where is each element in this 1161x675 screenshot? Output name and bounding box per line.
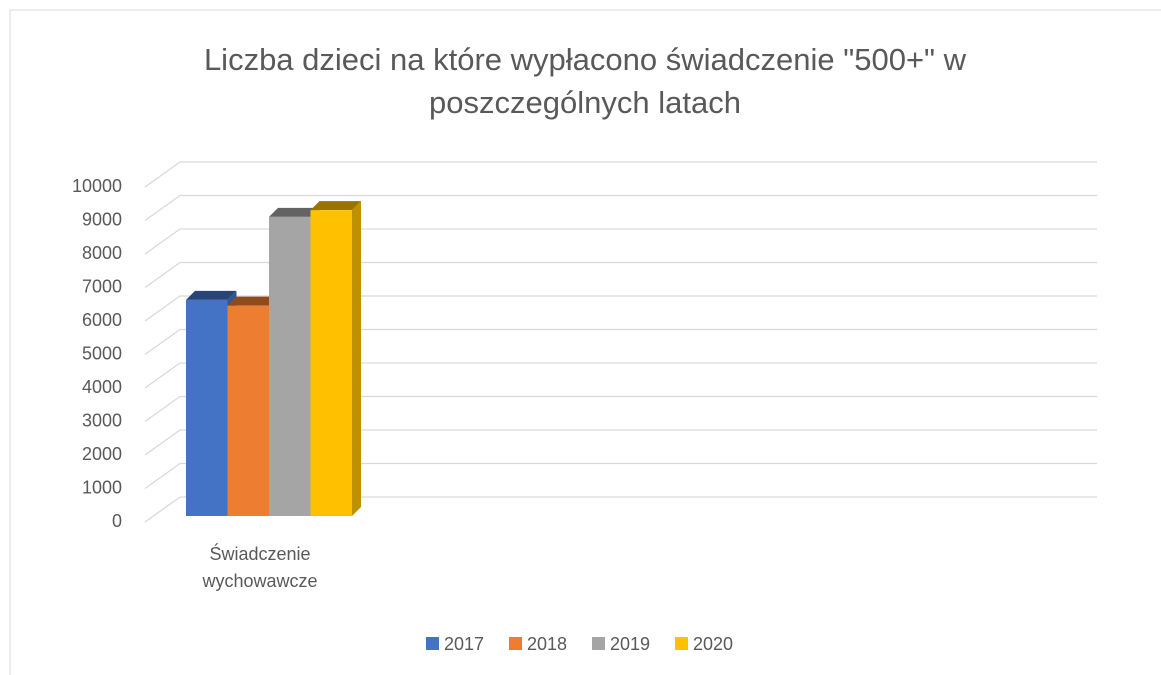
legend-swatch [426, 637, 439, 650]
legend-label: 2018 [527, 634, 567, 654]
legend-label: 2019 [610, 634, 650, 654]
grid-line [144, 295, 1097, 322]
x-tick-label: Świadczenie wychowawcze [202, 544, 318, 591]
y-tick-label: 2000 [82, 444, 122, 464]
bar [269, 207, 320, 516]
y-tick-label: 10000 [72, 176, 122, 196]
bar-face [227, 296, 278, 306]
bar-face [310, 201, 361, 211]
chart-title: Liczba dzieci na które wypłacono świadcz… [203, 42, 967, 120]
grid-line [144, 194, 1097, 222]
bar-face [186, 290, 237, 300]
y-tick-label: 1000 [82, 477, 122, 497]
y-tick-label: 8000 [82, 243, 122, 263]
grid-line [144, 328, 1097, 356]
grid-line [144, 161, 1097, 188]
y-tick-label: 4000 [82, 377, 122, 397]
y-tick-label: 5000 [82, 343, 122, 363]
grid-line [144, 362, 1097, 389]
grid-line [144, 228, 1097, 255]
legend-swatch [509, 637, 522, 650]
legend-swatch [592, 637, 605, 650]
y-tick-label: 6000 [82, 310, 122, 330]
y-tick-label: 9000 [82, 209, 122, 229]
legend-label: 2020 [693, 634, 733, 654]
bar-face [227, 305, 269, 516]
bar-face [310, 210, 352, 516]
bar [310, 201, 361, 516]
grid-line [144, 496, 1097, 523]
grid-line [144, 395, 1097, 423]
legend-label: 2017 [444, 634, 484, 654]
bar-face [186, 299, 228, 516]
y-tick-label: 0 [112, 511, 122, 531]
grid-line [144, 261, 1097, 289]
grid-line [144, 429, 1097, 456]
chart-border [9, 9, 1161, 675]
grid-line [144, 462, 1097, 490]
legend-swatch [675, 637, 688, 650]
y-tick-label: 3000 [82, 410, 122, 430]
y-tick-label: 7000 [82, 276, 122, 296]
bar-face [269, 207, 320, 217]
bar-face [352, 201, 361, 516]
bar-face [269, 216, 311, 516]
